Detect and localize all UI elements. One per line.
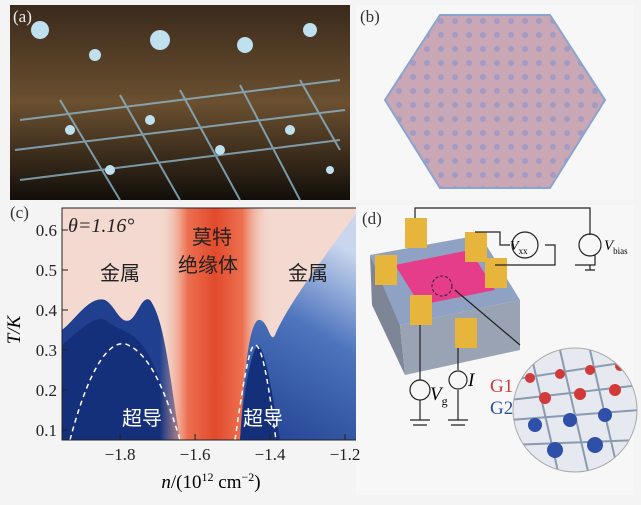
annotation: 超导: [243, 407, 283, 430]
x-label-part: ): [254, 472, 260, 493]
annotation: 金属: [100, 262, 140, 285]
atoms: [31, 21, 334, 175]
panel-label: (d): [362, 209, 382, 228]
x-label-part: n: [161, 472, 171, 493]
heatmap: [62, 208, 360, 440]
x-tick-label: −1.8: [105, 445, 136, 464]
panel-label: (b): [360, 7, 380, 26]
label-g1: G1: [490, 376, 513, 397]
label-part: xx: [519, 246, 529, 256]
x-tick-label: −1.6: [180, 445, 211, 464]
x-tick-label: −1.2: [330, 445, 361, 464]
y-axis-label: T/K: [4, 314, 25, 344]
contacts: [375, 218, 507, 348]
x-label-part: /(10: [171, 472, 202, 493]
label-part: V: [510, 239, 520, 254]
y-tick-label: 0.2: [36, 381, 57, 400]
label-part: V: [430, 384, 444, 405]
label-vxx: Vxx: [510, 239, 528, 256]
y-tick-label: 0.6: [36, 221, 57, 240]
label-vbias: Vbias: [604, 238, 628, 256]
inset-frame: [512, 347, 638, 473]
lattice-inset: [513, 348, 637, 472]
label-g2: G2: [490, 398, 513, 419]
annotation: 莫特: [192, 226, 232, 249]
annotation: θ=1.16°: [68, 215, 134, 237]
y-tick-label: 0.3: [36, 341, 57, 360]
y-tick-label: 0.4: [36, 301, 58, 320]
zoom-marker: [431, 275, 453, 297]
panel-label: (c): [10, 203, 29, 222]
moire-hexagon: [383, 14, 607, 189]
label-part: g: [442, 394, 448, 408]
y-tick-label: 0.1: [36, 421, 57, 440]
panel-a-image: [10, 5, 350, 200]
annotation: 金属: [288, 262, 328, 285]
annotation: 绝缘体: [178, 254, 238, 277]
x-label-part: cm: [214, 472, 242, 493]
annotation: 超导: [122, 407, 162, 430]
panel-label: (a): [13, 7, 32, 26]
label-part: bias: [613, 246, 628, 256]
y-tick-label: 0.5: [36, 261, 57, 280]
x-tick-label: −1.4: [255, 445, 286, 464]
label-current: I: [467, 370, 476, 391]
label-vg: Vg: [430, 384, 448, 408]
x-label-part: 12: [202, 470, 214, 484]
graphene-lattice: [14, 79, 346, 201]
label-part: V: [604, 238, 615, 254]
x-axis-label: n/(1012 cm−2): [161, 470, 260, 493]
wiring: [409, 207, 602, 426]
x-label-part: −2: [241, 470, 254, 484]
channel: [395, 250, 495, 305]
